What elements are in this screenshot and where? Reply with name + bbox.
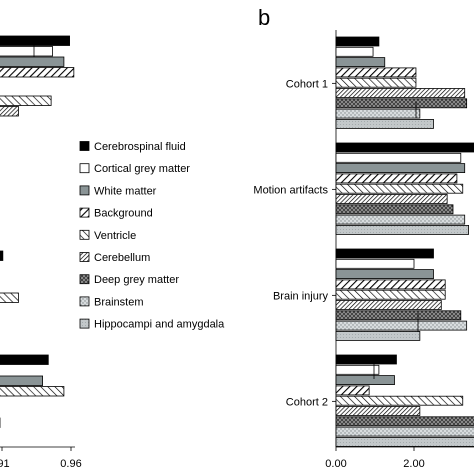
panel-b-bar-white-matter — [335, 269, 434, 280]
panel-a-group-2 — [0, 95, 52, 117]
panel-b-bar-cortical-grey-matter — [335, 364, 380, 375]
panel-b-bar-hippocampi-and-amygdala — [335, 330, 421, 341]
legend-swatch — [79, 296, 90, 307]
panel-a-x-tick-label: .91 — [0, 458, 10, 470]
panel-a-bar-ventricle — [0, 386, 65, 397]
legend-swatch — [79, 252, 90, 262]
panel-b-category-label: Cohort 1 — [286, 78, 328, 90]
panel-a-group-4 — [0, 354, 65, 428]
panel-a-bar-cerebellum — [0, 106, 19, 117]
legend-label: Cerebrospinal fluid — [94, 141, 186, 153]
panel-b-bar-cerebellum — [335, 300, 442, 310]
panel-b-bar-deep-grey-matter — [335, 416, 474, 427]
panel-a-bar-white-matter — [0, 375, 43, 386]
legend-label: White matter — [94, 185, 157, 197]
panel-b-bar-ventricle — [335, 289, 446, 300]
legend-label: Cerebellum — [94, 252, 150, 264]
panel-b-bar-cerebrospinal-fluid — [335, 36, 380, 47]
panel-a-bar-cerebrospinal-fluid — [0, 250, 4, 261]
legend-swatch — [79, 229, 90, 240]
panel-b-category-label: Motion artifacts — [253, 184, 328, 196]
panel-b-bar-brainstem — [335, 214, 466, 225]
panel-b-bar-hippocampi-and-amygdala — [335, 224, 470, 235]
panel-b-bar-hippocampi-and-amygdala — [335, 119, 434, 129]
legend-label: Brainstem — [94, 296, 144, 308]
panel-b-bar-white-matter — [335, 375, 395, 386]
legend-item-white-matter: White matter — [79, 185, 157, 197]
panel-b-group-brain-injury: Brain injury — [273, 248, 468, 341]
panel-b-group-cohort-2: Cohort 2 — [286, 354, 474, 447]
panel-b-bar-brainstem — [335, 108, 421, 119]
panel-b-bar-cortical-grey-matter — [335, 46, 374, 57]
panel-a-bar-ventricle — [0, 95, 52, 106]
legend: Cerebrospinal fluid Cortical grey matter W… — [79, 141, 225, 331]
panel-b: b Cohort 1 Motion artifacts Brain injury Coh… — [253, 5, 474, 470]
panel-a-bar-cerebrospinal-fluid — [0, 354, 49, 365]
panel-b-bar-background — [335, 385, 370, 396]
panel-a-bar-background — [0, 67, 75, 78]
legend-item-cerebellum: Cerebellum — [79, 252, 150, 264]
panel-b-bar-background — [335, 279, 446, 290]
legend-swatch — [79, 141, 90, 151]
panel-b-bar-background — [335, 67, 417, 78]
legend-swatch — [79, 318, 90, 329]
legend-item-hippocampi-and-amygdala: Hippocampi and amygdala — [79, 318, 225, 331]
panel-b-bar-cerebellum — [335, 88, 466, 98]
panel-b-bar-cerebrospinal-fluid — [335, 248, 434, 259]
panel-b-group-motion-artifacts: Motion artifacts — [253, 142, 474, 235]
legend-item-background: Background — [79, 207, 153, 220]
legend-swatch — [79, 163, 90, 174]
panel-a: .91 0.96 — [0, 35, 82, 470]
panel-b-bar-deep-grey-matter — [335, 204, 454, 215]
panel-b-bar-background — [335, 173, 458, 184]
panel-b-bar-cortical-grey-matter — [335, 152, 462, 163]
panel-a-group-3 — [0, 250, 19, 303]
panel-b-bar-white-matter — [335, 163, 466, 174]
panel-b-letter: b — [258, 5, 270, 30]
legend-item-brainstem: Brainstem — [79, 296, 144, 308]
legend-swatch — [79, 207, 90, 218]
panel-b-bar-ventricle — [335, 77, 417, 88]
panel-b-bar-hippocampi-and-amygdala — [335, 436, 474, 447]
panel-b-bar-brainstem — [335, 426, 474, 437]
legend-label: Background — [94, 208, 153, 220]
panel-b-bar-cerebellum — [335, 406, 421, 416]
legend-swatch — [79, 274, 90, 285]
panel-a-group-1 — [0, 35, 75, 78]
panel-b-category-label: Cohort 2 — [286, 396, 328, 408]
panel-b-bar-deep-grey-matter — [335, 98, 468, 109]
panel-b-group-cohort-1: Cohort 1 — [286, 36, 468, 129]
legend-label: Cortical grey matter — [94, 163, 190, 175]
panel-b-bar-deep-grey-matter — [335, 310, 462, 321]
panel-a-bar-white-matter — [0, 56, 65, 67]
panel-b-bar-cortical-grey-matter — [335, 258, 415, 269]
panel-b-x-tick-label: 2.00 — [403, 458, 424, 470]
panel-b-bar-cerebellum — [335, 194, 448, 204]
panel-b-bar-ventricle — [335, 395, 464, 406]
legend-item-cerebrospinal-fluid: Cerebrospinal fluid — [79, 141, 186, 153]
legend-item-cortical-grey-matter: Cortical grey matter — [79, 163, 190, 175]
panel-a-bar-ventricle — [0, 292, 19, 303]
panel-b-bar-cerebrospinal-fluid — [335, 354, 397, 365]
panel-b-bar-white-matter — [335, 57, 386, 67]
legend-item-deep-grey-matter: Deep grey matter — [79, 274, 179, 286]
panel-a-bar-cortical-grey-matter — [0, 46, 53, 57]
panel-b-bar-brainstem — [335, 320, 468, 331]
panel-b-bar-ventricle — [335, 183, 464, 194]
legend-label: Ventricle — [94, 230, 136, 242]
legend-item-ventricle: Ventricle — [79, 229, 136, 242]
legend-label: Deep grey matter — [94, 274, 179, 286]
panel-a-bar-cerebrospinal-fluid — [0, 35, 70, 46]
legend-label: Hippocampi and amygdala — [94, 319, 225, 331]
panel-a-x-tick-label: 0.96 — [60, 458, 81, 470]
legend-swatch — [79, 185, 90, 196]
panel-b-bar-cerebrospinal-fluid — [335, 142, 474, 153]
panel-b-category-label: Brain injury — [273, 290, 329, 302]
panel-b-x-tick-label: 0.00 — [325, 458, 346, 470]
